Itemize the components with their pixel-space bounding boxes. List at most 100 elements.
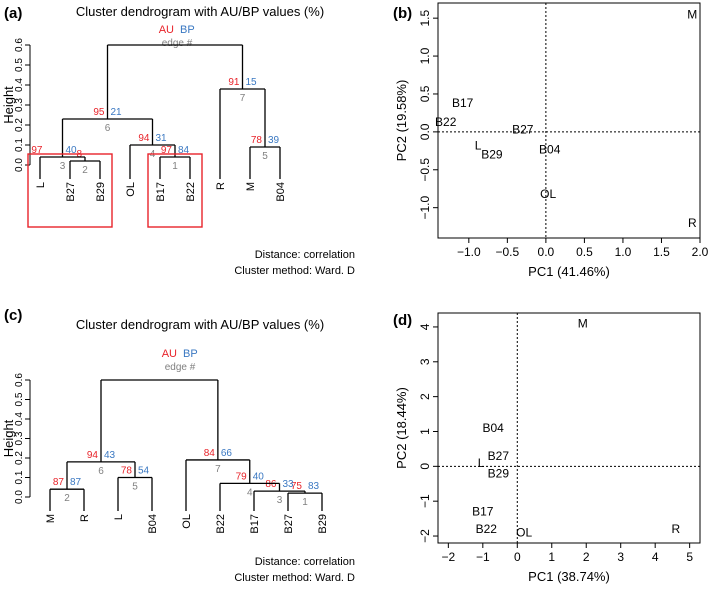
bp-value: 31	[156, 133, 168, 144]
bp-value: 33	[283, 479, 295, 490]
leaf-label: OL	[125, 182, 137, 197]
y-tick-label: 0.6	[14, 373, 25, 387]
edge-number: 5	[262, 151, 268, 162]
y-tick-label: 0.4	[14, 78, 25, 92]
y-tick-label: −0.5	[418, 158, 432, 182]
edge-number: 2	[82, 165, 88, 176]
x-tick-label: 1.0	[615, 245, 632, 259]
x-tick-label: 1	[548, 550, 555, 564]
x-tick-label: 4	[652, 550, 659, 564]
au-value: 84	[204, 448, 216, 459]
legend-au: AU	[159, 24, 174, 36]
au-value: 75	[291, 481, 303, 492]
highlight-box	[147, 153, 203, 228]
bp-value: 43	[104, 450, 116, 461]
point-label: B04	[482, 421, 504, 435]
panel-c-dendrogram: (c) Cluster dendrogram with AU/BP values …	[1, 307, 355, 584]
edge-number: 1	[172, 161, 178, 172]
leaf-label: B04	[147, 514, 159, 534]
x-tick-label: 0.0	[538, 245, 555, 259]
chart-title: Cluster dendrogram with AU/BP values (%)	[76, 317, 324, 332]
y-tick-label: 0.1	[14, 138, 25, 152]
x-tick-label: 2	[583, 550, 590, 564]
y-tick-label: 0.1	[14, 470, 25, 484]
au-value: 97	[161, 145, 173, 156]
y-axis-title: Height	[1, 419, 16, 457]
point-label: B22	[476, 522, 498, 536]
merge-node	[100, 379, 219, 462]
leaf-label: B29	[95, 182, 107, 202]
panel-a-dendrogram: (a) Cluster dendrogram with AU/BP values …	[1, 4, 355, 277]
x-tick-label: 5	[686, 550, 693, 564]
point-label: M	[578, 316, 588, 330]
bp-value: 87	[70, 477, 82, 488]
y-tick-label: 0.0	[418, 123, 432, 140]
legend-edge: edge #	[165, 362, 196, 373]
y-tick-label: 0	[418, 463, 432, 470]
y-axis-title: PC2 (18.44%)	[394, 387, 409, 469]
x-tick-label: 1.5	[653, 245, 670, 259]
bp-value: 40	[66, 145, 78, 156]
leaf-label: B29	[317, 514, 329, 534]
bp-value: 15	[246, 77, 258, 88]
point-label: R	[672, 522, 681, 536]
y-tick-label: 0.0	[14, 490, 25, 504]
plot-frame	[437, 2, 701, 239]
y-axis: 0.0 0.1 0.2 0.3 0.4 0.5 0.6	[14, 373, 31, 504]
x-tick-label: 0.5	[576, 245, 593, 259]
panel-d-pca-plot: (d) −2 −1 0 1 2 3 4 5 −2 −1 0 1 2 3 4 PC1 (38.74%) PC2 (1…	[393, 312, 701, 584]
method-note: Distance: correlation	[255, 556, 355, 568]
bp-value: 66	[221, 448, 233, 459]
edge-number: 3	[277, 495, 283, 506]
legend-bp: BP	[183, 348, 198, 360]
y-tick-label: 0.2	[14, 451, 25, 465]
point-label: M	[687, 7, 697, 21]
y-tick-label: 0.4	[14, 412, 25, 426]
y-tick-label: 0.0	[14, 158, 25, 172]
point-label: B29	[481, 148, 503, 162]
edge-number: 1	[302, 497, 308, 508]
y-tick-label: 1.0	[418, 47, 432, 64]
leaf-label: M	[45, 514, 57, 523]
y-tick-label: 0.5	[14, 58, 25, 72]
edge-number: 7	[215, 464, 221, 475]
leaf-label: R	[79, 514, 91, 522]
leaf-label: B27	[283, 514, 295, 534]
x-tick-label: −2	[441, 550, 455, 564]
y-axis: 0.0 0.1 0.2 0.3 0.4 0.5 0.6	[14, 38, 31, 172]
leaf-label: B22	[215, 514, 227, 534]
y-tick-label: 0.3	[14, 431, 25, 445]
point-label: L	[478, 456, 485, 470]
au-value: 79	[236, 471, 248, 482]
bp-value: 84	[178, 145, 190, 156]
edge-number: 6	[98, 466, 104, 477]
y-tick-label: −2	[418, 529, 432, 543]
highlight-box	[27, 153, 113, 228]
bp-value: 40	[253, 471, 265, 482]
edge-number: 4	[247, 487, 253, 498]
y-tick-label: −1.0	[418, 196, 432, 220]
y-tick-label: 0.3	[14, 98, 25, 112]
point-label: L	[475, 139, 482, 153]
edge-number: 2	[64, 493, 70, 504]
y-axis-title: PC2 (19.58%)	[394, 80, 409, 162]
legend-bp: BP	[180, 24, 195, 36]
panel-label: (d)	[393, 312, 412, 329]
y-tick-label: 1.5	[418, 9, 432, 26]
panel-label: (c)	[4, 307, 22, 324]
x-tick-label: 0	[514, 550, 521, 564]
leaf-label: OL	[181, 514, 193, 529]
y-tick-label: 1	[418, 428, 432, 435]
edge-number: 7	[240, 93, 246, 104]
x-axis-title: PC1 (38.74%)	[528, 569, 610, 584]
leaf-label: B27	[65, 182, 77, 202]
x-tick-label: −1.0	[457, 245, 481, 259]
y-tick-label: 3	[418, 358, 432, 365]
au-value: 87	[53, 477, 65, 488]
y-tick-label: 0.5	[14, 392, 25, 406]
leaf-label: B04	[275, 182, 287, 202]
point-label: B04	[539, 142, 561, 156]
au-value: 78	[251, 135, 263, 146]
legend-edge: edge #	[162, 38, 193, 49]
